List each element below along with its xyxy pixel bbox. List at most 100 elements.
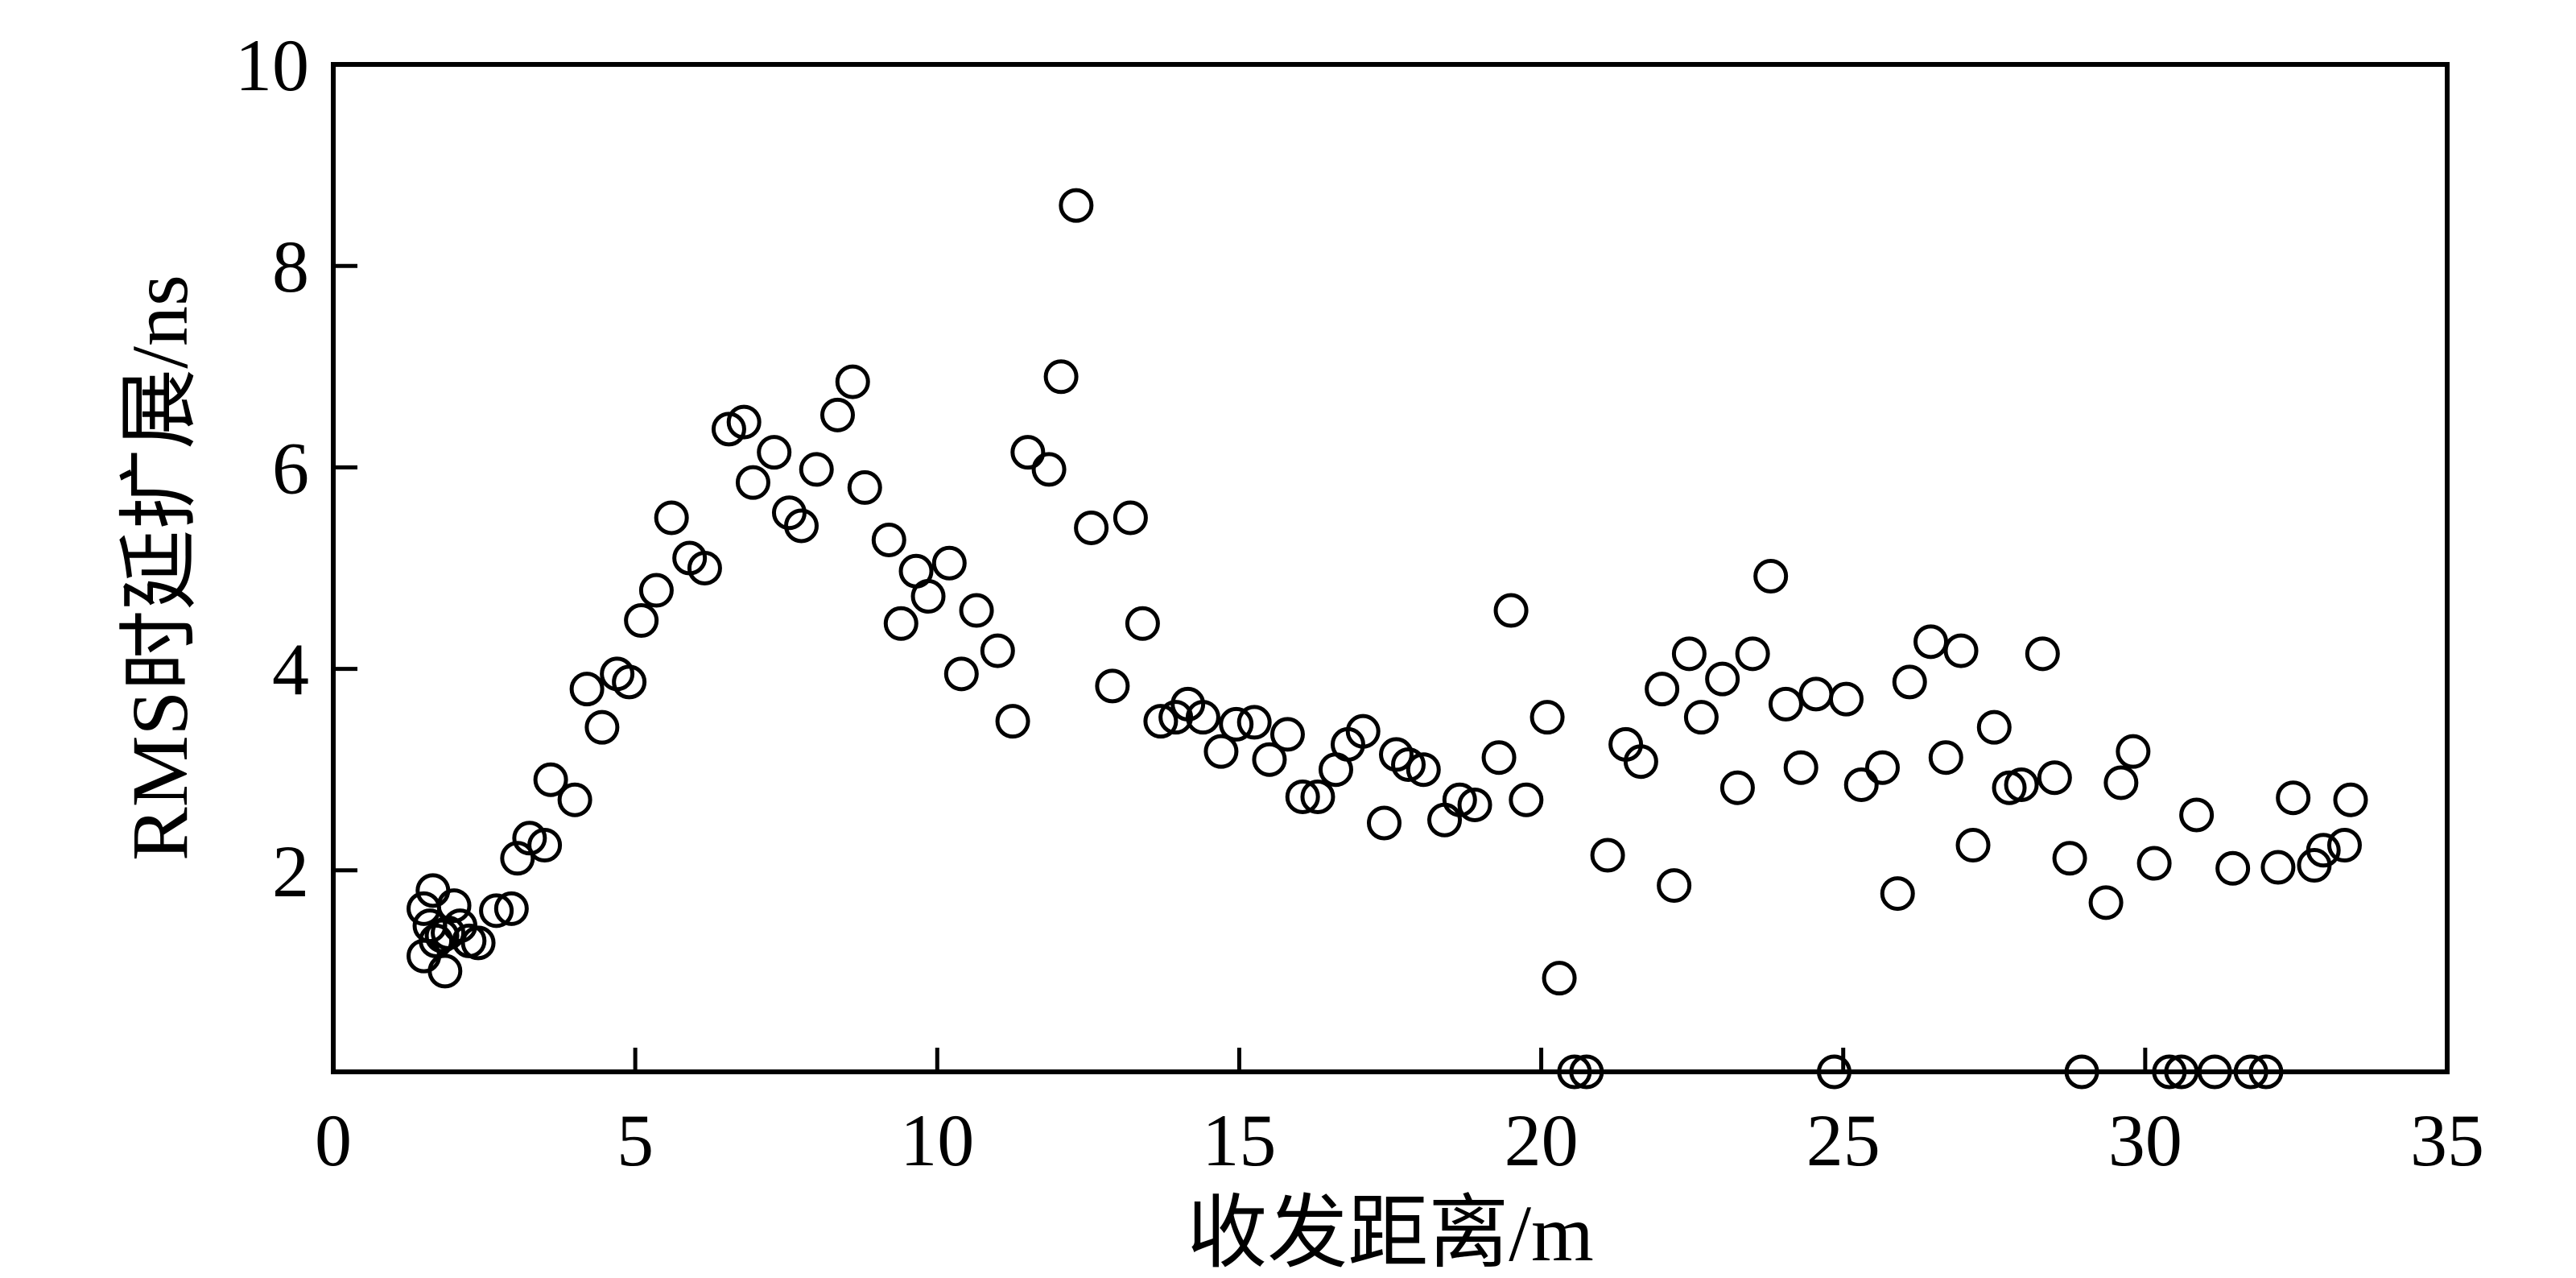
data-point — [500, 841, 535, 876]
data-point — [1783, 750, 1818, 785]
data-point — [527, 828, 563, 863]
tick-labels: 0 5 10 15 20 25 30 35 2 4 6 8 10 — [235, 24, 2484, 1181]
data-point — [1095, 668, 1130, 704]
data-point — [479, 893, 514, 929]
data-point — [726, 404, 762, 440]
data-point — [2037, 760, 2072, 796]
x-tick-label: 35 — [2410, 1099, 2484, 1181]
data-point — [1185, 700, 1220, 735]
data-point — [687, 551, 722, 585]
data-point — [612, 664, 647, 700]
data-point — [1203, 734, 1239, 769]
data-point — [735, 465, 770, 500]
x-axis-label: 收发距离/m — [1187, 1189, 1594, 1278]
data-point — [799, 452, 834, 487]
data-point — [871, 522, 906, 557]
data-point — [910, 579, 946, 614]
y-tick-label: 6 — [272, 427, 309, 509]
plot-frame — [331, 62, 2450, 1074]
data-point — [2276, 780, 2311, 816]
data-point — [1928, 740, 1963, 775]
data-point — [1705, 661, 1740, 697]
data-point — [1219, 706, 1254, 742]
data-point — [1864, 750, 1900, 785]
data-point — [638, 573, 674, 608]
data-point — [2233, 1054, 2268, 1090]
data-point — [2116, 734, 2151, 769]
data-point — [1345, 713, 1381, 749]
y-tick-label: 8 — [272, 225, 309, 308]
y-tick-label: 2 — [272, 830, 309, 912]
data-point — [1913, 624, 1949, 660]
data-point — [883, 606, 919, 641]
data-point — [2306, 833, 2341, 868]
data-point — [2088, 885, 2124, 920]
data-point — [1955, 828, 1991, 863]
data-point — [1406, 752, 1441, 788]
data-point — [2052, 841, 2087, 876]
data-point — [624, 603, 659, 639]
data-point — [1943, 633, 1979, 668]
data-point — [493, 891, 529, 926]
data-point — [1481, 740, 1517, 775]
data-point — [415, 873, 451, 908]
data-point — [2025, 636, 2060, 672]
data-point — [2103, 765, 2139, 800]
data-point — [1557, 1054, 1592, 1090]
data-point — [2215, 850, 2251, 886]
data-point — [2004, 767, 2039, 802]
data-point — [959, 593, 994, 628]
data-point — [1252, 742, 1287, 777]
data-point — [1059, 188, 1094, 223]
data-point — [1880, 876, 1915, 912]
data-point — [2326, 828, 2362, 863]
data-point — [783, 508, 819, 544]
data-point — [1379, 737, 1414, 772]
data-point — [1010, 435, 1046, 470]
axis-ticks — [333, 263, 2148, 1072]
data-point — [1828, 681, 1864, 717]
data-point — [847, 469, 882, 505]
data-point — [943, 656, 979, 692]
data-point — [2260, 850, 2296, 885]
y-axis-label: RMS时延扩展/ns — [115, 275, 204, 861]
data-point — [1976, 709, 2012, 745]
data-point — [2064, 1054, 2099, 1090]
data-point — [1300, 779, 1335, 814]
data-point — [819, 397, 855, 432]
y-tick-label: 10 — [235, 24, 309, 106]
x-tick-label: 25 — [1806, 1099, 1880, 1181]
data-point — [1719, 770, 1755, 805]
data-point — [584, 709, 620, 745]
data-point — [1657, 868, 1692, 904]
data-point — [1442, 782, 1477, 817]
data-point — [2136, 846, 2172, 881]
data-point — [980, 633, 1015, 668]
data-points — [407, 188, 2368, 1090]
data-point — [1590, 838, 1625, 873]
data-point — [1509, 782, 1544, 817]
data-point — [835, 364, 870, 399]
data-point — [1074, 510, 1109, 545]
data-point — [557, 782, 592, 817]
data-point — [1542, 961, 1577, 996]
data-point — [654, 500, 689, 536]
data-point — [569, 672, 605, 707]
data-point — [427, 953, 463, 989]
data-point — [1113, 500, 1148, 536]
data-point — [1645, 672, 1680, 707]
data-point — [757, 435, 792, 470]
data-point — [1366, 805, 1402, 841]
data-point — [1753, 559, 1789, 594]
data-point — [995, 704, 1030, 739]
data-point — [2197, 1054, 2232, 1090]
data-point — [2248, 1054, 2284, 1090]
data-point — [1143, 704, 1179, 739]
data-point — [1530, 700, 1565, 735]
x-tick-label: 15 — [1202, 1099, 1276, 1181]
data-point — [1623, 744, 1658, 780]
data-point — [407, 891, 442, 926]
data-point — [1493, 593, 1529, 628]
data-point — [1683, 700, 1719, 735]
